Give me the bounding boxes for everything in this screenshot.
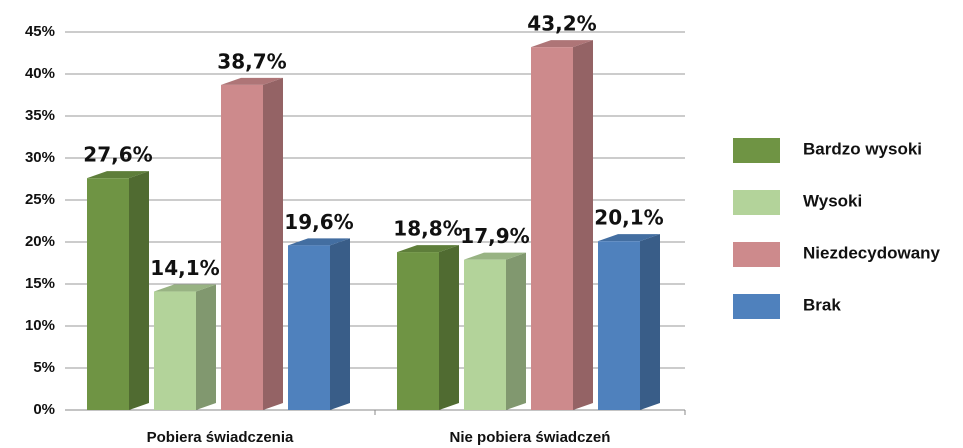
y-tick-label: 10% [25, 317, 55, 334]
data-label: 20,1% [594, 206, 663, 230]
data-label: 17,9% [460, 224, 529, 248]
bar-side [573, 40, 593, 411]
y-tick-label: 45% [25, 23, 55, 40]
bar [397, 252, 439, 410]
y-tick-label: 30% [25, 149, 55, 166]
bar-top [221, 77, 283, 85]
bar [598, 241, 640, 410]
x-tick-label: Nie pobiera świadczeń [450, 429, 611, 446]
legend-swatch [733, 138, 780, 163]
y-tick-label: 15% [25, 275, 55, 292]
data-label: 19,6% [284, 210, 353, 234]
legend-swatch [733, 294, 780, 319]
y-tick-label: 25% [25, 191, 55, 208]
legend-swatch [733, 190, 780, 215]
legend-label: Brak [803, 295, 841, 314]
data-label: 18,8% [393, 217, 462, 241]
data-label: 43,2% [527, 12, 596, 36]
bar-top [288, 238, 350, 246]
bar-top [531, 40, 593, 48]
bar-side [506, 252, 526, 410]
bar-top [87, 171, 149, 179]
bar [288, 245, 330, 410]
legend-label: Bardzo wysoki [803, 139, 922, 158]
y-tick-label: 40% [25, 65, 55, 82]
bar [464, 259, 506, 410]
bar-top [397, 245, 459, 253]
bar-top [598, 234, 660, 242]
y-tick-label: 20% [25, 233, 55, 250]
bar [531, 47, 573, 411]
y-tick-label: 0% [33, 401, 55, 418]
data-label: 38,7% [217, 49, 286, 73]
data-label: 27,6% [83, 143, 152, 167]
bar-side [640, 234, 660, 410]
y-tick-label: 35% [25, 107, 55, 124]
legend-swatch [733, 242, 780, 267]
bar-side [263, 77, 283, 411]
legend-label: Niezdecydowany [803, 243, 941, 262]
bar-top [464, 252, 526, 260]
legend-label: Wysoki [803, 191, 862, 210]
bar-side [330, 238, 350, 410]
y-tick-label: 5% [33, 359, 55, 376]
bar-side [439, 245, 459, 410]
data-label: 14,1% [150, 256, 219, 280]
bar [221, 84, 263, 411]
bar [87, 178, 129, 410]
bar-top [154, 284, 216, 292]
bar [154, 291, 196, 410]
bar-side [129, 171, 149, 410]
bar-side [196, 284, 216, 410]
x-tick-label: Pobiera świadczenia [147, 429, 294, 446]
